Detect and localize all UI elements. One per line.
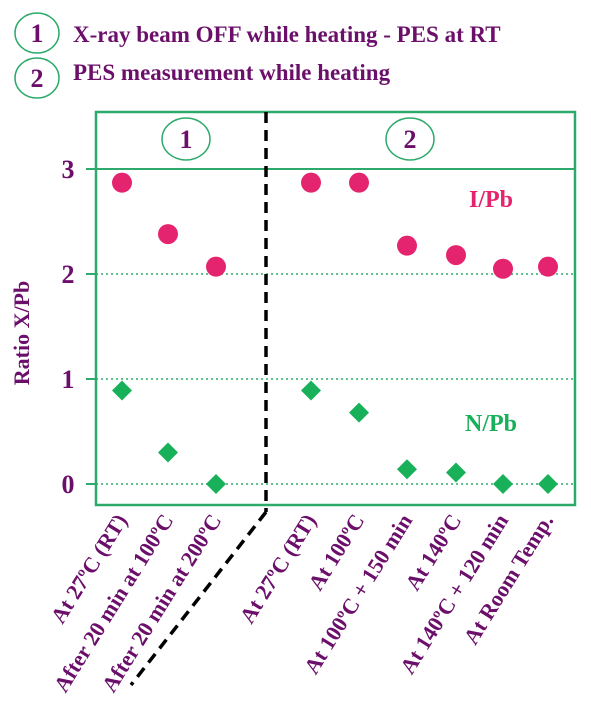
n-pb-point-8 [493, 474, 513, 494]
n-pb-point-6 [397, 459, 417, 480]
i-pb-point-7 [446, 245, 466, 266]
i-pb-point-9 [538, 256, 558, 277]
gridlines [86, 168, 575, 485]
y-tick-label-2: 2 [62, 260, 75, 289]
legend: 1 X-ray beam OFF while heating - PES at … [14, 12, 501, 99]
legend-item-1: 1 X-ray beam OFF while heating - PES at … [14, 12, 501, 54]
legend-item-2: 2 PES measurement while heating [14, 57, 391, 99]
i-pb-point-6 [397, 235, 417, 256]
y-tick-label-0: 0 [62, 470, 75, 499]
n-pb-point-9 [538, 474, 558, 494]
n-pb-point-2 [158, 442, 178, 463]
panel-label-2-text: 2 [404, 125, 417, 154]
n-pb-point-7 [446, 462, 466, 483]
series-label-n-pb: N/Pb [465, 411, 517, 437]
i-pb-point-1 [112, 172, 132, 193]
n-pb-point-3 [206, 474, 226, 494]
n-pb-point-1 [112, 380, 132, 401]
legend-text-2: PES measurement while heating [73, 60, 391, 85]
n-pb-point-5 [349, 402, 369, 423]
x-tick-label-4: At 27ºC (RT) [234, 509, 321, 627]
i-pb-point-2 [158, 224, 178, 245]
y-tick-label-1: 1 [62, 365, 75, 394]
i-pb-point-5 [349, 172, 369, 193]
plot-frame [94, 110, 577, 507]
y-axis-label: Ratio X/Pb [9, 281, 34, 386]
n-pb-point-4 [301, 380, 321, 401]
legend-marker-1: 1 [31, 19, 44, 48]
legend-marker-2: 2 [31, 64, 44, 93]
i-pb-point-8 [493, 258, 513, 279]
y-tick-label-3: 3 [62, 155, 75, 184]
panel-label-2: 2 [385, 117, 435, 161]
legend-text-1: X-ray beam OFF while heating - PES at RT [73, 22, 501, 47]
panel-label-1: 1 [161, 117, 211, 161]
i-pb-point-3 [206, 256, 226, 277]
data-marks [112, 172, 558, 494]
series-label-i-pb: I/Pb [469, 187, 513, 213]
panel-divider-diagonal [129, 510, 268, 687]
i-pb-point-4 [301, 172, 321, 193]
y-tick-labels: 0 1 2 3 [62, 155, 75, 499]
panel-label-1-text: 1 [180, 125, 193, 154]
